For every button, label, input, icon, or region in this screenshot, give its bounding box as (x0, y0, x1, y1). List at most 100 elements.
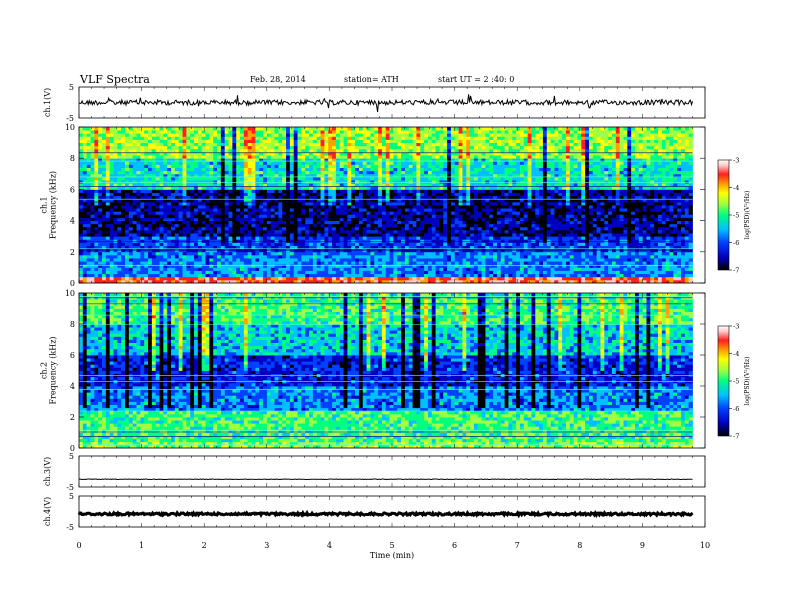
ch1_spectrogram-cell (593, 208, 597, 212)
ch1_spectrogram-cell (255, 236, 259, 240)
ch1_spectrogram-cell (577, 261, 581, 265)
ch1_spectrogram-cell (271, 208, 275, 212)
ch1_spectrogram-cell (608, 271, 612, 275)
ch1_spectrogram-cell (558, 255, 562, 259)
ch1_spectrogram-cell (94, 224, 98, 228)
ch1_spectrogram-cell (94, 277, 98, 281)
ch1_spectrogram-cell (340, 233, 344, 237)
ch1_spectrogram-cell (420, 221, 424, 225)
ch1_spectrogram-cell (600, 230, 604, 234)
ch1_spectrogram-cell (566, 202, 570, 206)
ch1_spectrogram-cell (524, 221, 528, 225)
ch1_spectrogram-cell (485, 189, 489, 193)
ch1_spectrogram-cell (639, 230, 643, 234)
ch1_spectrogram-cell (240, 214, 244, 218)
ch1_spectrogram-cell (382, 227, 386, 231)
ch1_spectrogram-cell (662, 236, 666, 240)
ch1_spectrogram-cell (604, 264, 608, 268)
ch1_spectrogram-cell (382, 211, 386, 215)
ch1_spectrogram-cell (505, 230, 509, 234)
ch1_spectrogram-cell (482, 264, 486, 268)
ch1_spectrogram-cell (160, 202, 164, 206)
ch1_spectrogram-cell (505, 205, 509, 209)
ch1_spectrogram-cell (424, 221, 428, 225)
ch1_spectrogram-cell (669, 236, 673, 240)
ch1_spectrogram-cell (125, 252, 129, 256)
ch1_spectrogram-cell (114, 214, 118, 218)
ch1_spectrogram-cell (271, 211, 275, 215)
ch1_spectrogram-cell (102, 261, 106, 265)
ch1_spectrogram-cell (359, 230, 363, 234)
ch1_spectrogram-cell (347, 227, 351, 231)
ch1_spectrogram-cell (543, 255, 547, 259)
ch1_spectrogram-cell (374, 205, 378, 209)
ch1_spectrogram-cell (305, 261, 309, 265)
ch1_spectrogram-cell (397, 211, 401, 215)
ch1_spectrogram-cell (393, 202, 397, 206)
ch1_spectrogram-cell (355, 202, 359, 206)
ch1_spectrogram-cell (390, 208, 394, 212)
ch1_spectrogram-cell (305, 211, 309, 215)
ch1_spectrogram-cell (401, 252, 405, 256)
ch1_spectrogram-cell (110, 189, 114, 193)
ch1_spectrogram-cell (367, 255, 371, 259)
ch1_spectrogram-cell (152, 214, 156, 218)
ch1_spectrogram-cell (677, 193, 681, 197)
ch1_spectrogram-cell (547, 271, 551, 275)
ch1_spectrogram-cell (604, 242, 608, 246)
ch1_spectrogram-cell (255, 261, 259, 265)
ch1_spectrogram-cell (156, 277, 160, 281)
ch1_spectrogram-cell (673, 233, 677, 237)
ch1_spectrogram-cell (397, 227, 401, 231)
ch1_spectrogram-cell (577, 221, 581, 225)
ch1_spectrogram-cell (152, 264, 156, 268)
ch1_spectrogram-cell (443, 227, 447, 231)
ch1_spectrogram-cell (382, 258, 386, 262)
ch1_spectrogram-cell (409, 274, 413, 278)
ch1_spectrogram-cell (144, 233, 148, 237)
ch1_spectrogram-cell (194, 252, 198, 256)
ch1_spectrogram-cell (570, 211, 574, 215)
ch1_spectrogram-cell (282, 230, 286, 234)
ch1_spectrogram-cell (240, 258, 244, 262)
ch1_spectrogram-cell (133, 271, 137, 275)
ch1_spectrogram-cell (474, 252, 478, 256)
ch1_spectrogram-cell (524, 267, 528, 271)
ch1_spectrogram-cell (263, 205, 267, 209)
ch1_spectrogram-cell (209, 214, 213, 218)
ch1_spectrogram-cell (643, 214, 647, 218)
ch1_spectrogram-cell (654, 255, 658, 259)
ch1_spectrogram-cell (363, 255, 367, 259)
ch1_spectrogram-cell (451, 196, 455, 200)
ch1_spectrogram-cell (459, 277, 463, 281)
ch1_spectrogram-cell (114, 242, 118, 246)
ch1_spectrogram-cell (620, 214, 624, 218)
ch1_spectrogram-cell (160, 258, 164, 262)
ch1_spectrogram-cell (186, 211, 190, 215)
ch1_spectrogram-cell (363, 230, 367, 234)
ch1_spectrogram-cell (604, 196, 608, 200)
ch1_spectrogram-cell (317, 202, 321, 206)
ch1_spectrogram-cell (106, 208, 110, 212)
ch1_spectrogram-cell (466, 214, 470, 218)
ch1_spectrogram-cell (612, 277, 616, 281)
ch1_spectrogram-cell (516, 211, 520, 215)
ch1_spectrogram-cell (681, 264, 685, 268)
ch1_spectrogram-cell (259, 211, 263, 215)
ch1_spectrogram-cell (413, 189, 417, 193)
ch1_spectrogram-cell (508, 264, 512, 268)
ch1_spectrogram-cell (244, 233, 248, 237)
ch1_spectrogram-cell (213, 193, 217, 197)
ch1_spectrogram-cell (558, 202, 562, 206)
ch1_spectrogram-cell (501, 252, 505, 256)
ch1_spectrogram-cell (382, 186, 386, 190)
ch1_spectrogram-cell (232, 208, 236, 212)
ch1_spectrogram-cell (340, 196, 344, 200)
ch1_spectrogram-cell (179, 267, 183, 271)
ch1_spectrogram-cell (198, 230, 202, 234)
ch1_spectrogram-cell (213, 208, 217, 212)
ch1_spectrogram-cell (286, 186, 290, 190)
ch1_spectrogram-cell (554, 211, 558, 215)
ch1_spectrogram-cell (436, 277, 440, 281)
ch1_spectrogram-cell (370, 271, 374, 275)
